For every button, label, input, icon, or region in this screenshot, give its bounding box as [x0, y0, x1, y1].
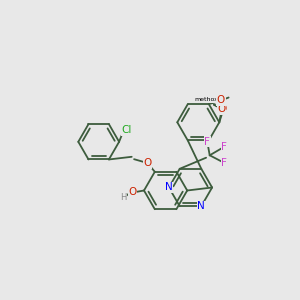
Text: O: O: [218, 104, 226, 114]
Text: H: H: [120, 193, 126, 202]
Text: Cl: Cl: [122, 125, 132, 135]
Text: O: O: [143, 158, 152, 168]
Text: methoxy: methoxy: [194, 97, 222, 102]
Text: F: F: [204, 137, 210, 147]
Text: F: F: [221, 142, 227, 152]
Text: N: N: [165, 182, 173, 193]
Text: N: N: [197, 201, 205, 211]
Text: O: O: [217, 95, 225, 105]
Text: O: O: [217, 104, 226, 114]
Text: F: F: [221, 158, 227, 168]
Text: O: O: [128, 187, 137, 197]
